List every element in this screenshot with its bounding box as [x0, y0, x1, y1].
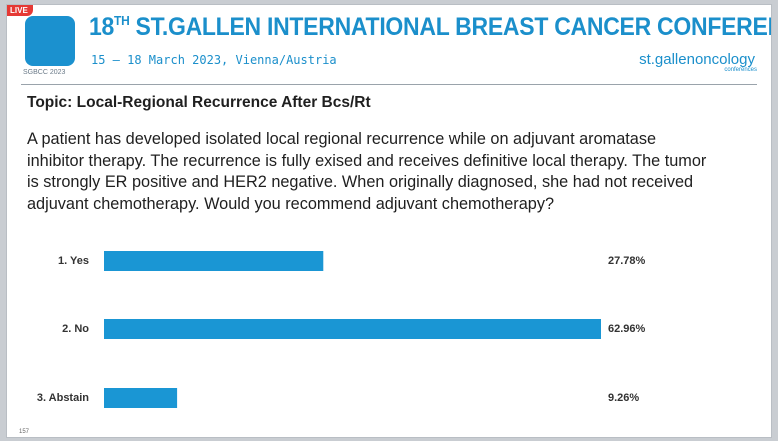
- divider: [21, 84, 757, 85]
- slide: LIVE SGBCC 2023 18TH ST.GALLEN INTERNATI…: [6, 4, 772, 438]
- title-number: 18: [89, 13, 115, 41]
- chart: 1. Yes 27.78% 2. No 62.96% 3. Abstain 9.26%: [37, 251, 646, 408]
- conference-title: 18TH ST.GALLEN INTERNATIONAL BREAST CANC…: [89, 13, 771, 42]
- bar: [104, 319, 601, 339]
- topic: Topic: Local-Regional Recurrence After B…: [27, 94, 371, 111]
- value-label: 62.96%: [608, 323, 646, 335]
- bar: [104, 251, 324, 271]
- value-label: 9.26%: [608, 392, 639, 404]
- value-label: 27.78%: [608, 255, 646, 267]
- logo-icon: [25, 16, 75, 66]
- category-label: 2. No: [62, 323, 89, 335]
- title-sup: TH: [114, 13, 130, 28]
- organizer: st.gallenoncology: [639, 51, 755, 68]
- live-badge: LIVE: [7, 5, 33, 16]
- title-rest: ST.GALLEN INTERNATIONAL BREAST CANCER CO…: [135, 13, 771, 41]
- category-label: 3. Abstain: [37, 392, 89, 404]
- question: A patient has developed isolated local r…: [27, 130, 707, 213]
- subtitle: 15 – 18 March 2023, Vienna/Austria: [91, 53, 337, 67]
- slide-number: 157: [19, 429, 30, 435]
- category-label: 1. Yes: [58, 255, 89, 267]
- organizer-sub: conferences: [724, 67, 757, 73]
- bar: [104, 388, 178, 408]
- logo-text: SGBCC 2023: [23, 69, 66, 76]
